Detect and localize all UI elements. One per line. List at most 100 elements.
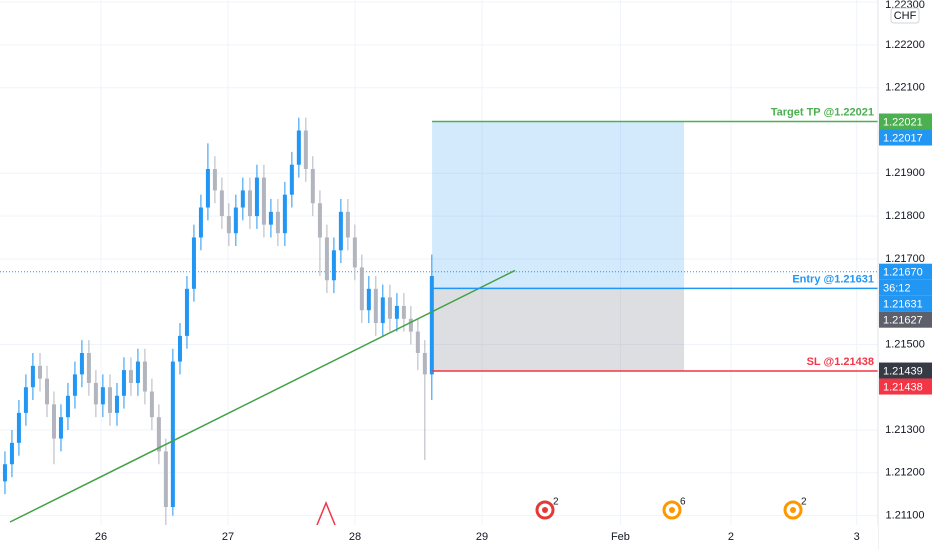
candle-body [317, 203, 322, 238]
candle-body [107, 387, 112, 413]
event-icon-core [541, 507, 548, 513]
trend-line [9, 269, 516, 523]
y-tick-label: 1.21300 [885, 424, 925, 436]
candle-body [212, 169, 217, 191]
candle-body [240, 190, 245, 208]
x-tick-label: 3 [854, 531, 860, 543]
x-tick-label: Feb [611, 531, 630, 543]
candle-body [191, 237, 196, 289]
candle-body [324, 237, 329, 281]
candle-body [149, 391, 154, 418]
loss-zone [432, 288, 685, 371]
candle-body [338, 211, 343, 251]
candle-body [128, 370, 133, 383]
candle-body [387, 297, 392, 319]
candle-body [9, 442, 14, 465]
price-tag [879, 113, 932, 130]
candle-body [408, 318, 413, 332]
candle-body [366, 288, 371, 311]
candle-body [135, 361, 140, 383]
candle-body [415, 331, 420, 353]
candle-body [275, 211, 280, 234]
candle-body [422, 352, 427, 375]
countdown-label: 36:12 [883, 283, 911, 295]
candle-body [100, 387, 105, 405]
event-count: 2 [553, 497, 559, 508]
plot-area: Target TP @1.22021 Entry @1.21631 SL @1.21… [0, 106, 878, 533]
candle-body [429, 275, 434, 375]
event-count: 6 [680, 497, 686, 508]
candle-body [226, 216, 231, 234]
price-tag [879, 311, 932, 328]
candle-body [23, 387, 28, 413]
candle-body [51, 404, 56, 439]
candle-body [352, 237, 357, 268]
candle-body [79, 352, 84, 375]
candle-body [198, 207, 203, 238]
candle-body [93, 382, 98, 405]
y-tick-label: 1.21200 [885, 467, 925, 479]
grid [0, 0, 878, 525]
candle-body [58, 417, 63, 439]
candle-body [233, 207, 238, 234]
target-line-label: Target TP @1.22021 [771, 106, 874, 118]
candle-body [177, 335, 182, 362]
profit-zone [432, 121, 685, 289]
candle-body [219, 190, 224, 217]
stop-line-label: SL @1.21438 [807, 356, 874, 368]
candle-body [401, 305, 406, 319]
candle-body [30, 365, 35, 388]
x-tick-label: 28 [349, 531, 361, 543]
candle-body [184, 288, 189, 336]
candle-body [345, 211, 350, 238]
marker-triangle [316, 501, 336, 526]
candle-body [163, 451, 168, 508]
x-tick-label: 27 [222, 531, 234, 543]
candle-body [44, 378, 49, 405]
x-tick-label: 29 [476, 531, 488, 543]
candle-body [296, 130, 301, 165]
candle-body [38, 365, 43, 379]
event-count: 2 [801, 497, 807, 508]
currency-label: CHF [894, 10, 917, 22]
candle-body [268, 211, 273, 225]
candle-body [254, 177, 259, 217]
candle-body [86, 352, 91, 383]
currency-box [890, 7, 920, 24]
candle-body [72, 374, 77, 396]
price-tag-label: 1.21438 [883, 381, 923, 393]
time-axis [0, 525, 878, 550]
y-tick-label: 1.21500 [885, 338, 925, 350]
y-tick-label: 1.21900 [885, 167, 925, 179]
x-tick-label: 26 [95, 531, 107, 543]
candle-body [156, 417, 161, 452]
candle-body [261, 177, 266, 225]
candle-body [331, 250, 336, 281]
price-tag-label: 1.22017 [883, 132, 923, 144]
axes: 1.22300 1.22200 1.22100 1.21900 1.21800 1.217… [95, 0, 932, 543]
event-icon-core [790, 507, 797, 513]
candle-body [2, 464, 7, 482]
candle-body [247, 190, 252, 217]
y-tick-label: 1.21700 [885, 253, 925, 265]
countdown-tag [879, 279, 932, 296]
candle-body [303, 130, 308, 170]
candle-body [359, 267, 364, 311]
candle-body [282, 194, 287, 234]
y-tick-label: 1.22300 [885, 0, 925, 11]
y-tick-label: 1.21100 [886, 509, 925, 521]
candle-body [205, 169, 210, 208]
price-tag [879, 129, 932, 146]
candle-body [394, 305, 399, 319]
price-tag-label: 1.21670 [883, 267, 923, 279]
price-tag [879, 362, 932, 379]
entry-line-label: Entry @1.21631 [792, 273, 874, 285]
x-tick-label: 2 [728, 531, 734, 543]
candle-body [114, 395, 119, 413]
candle-body [16, 412, 21, 443]
candle-body [373, 288, 378, 324]
price-tag [879, 378, 932, 395]
candle-body [65, 395, 70, 418]
candle-body [121, 370, 126, 396]
